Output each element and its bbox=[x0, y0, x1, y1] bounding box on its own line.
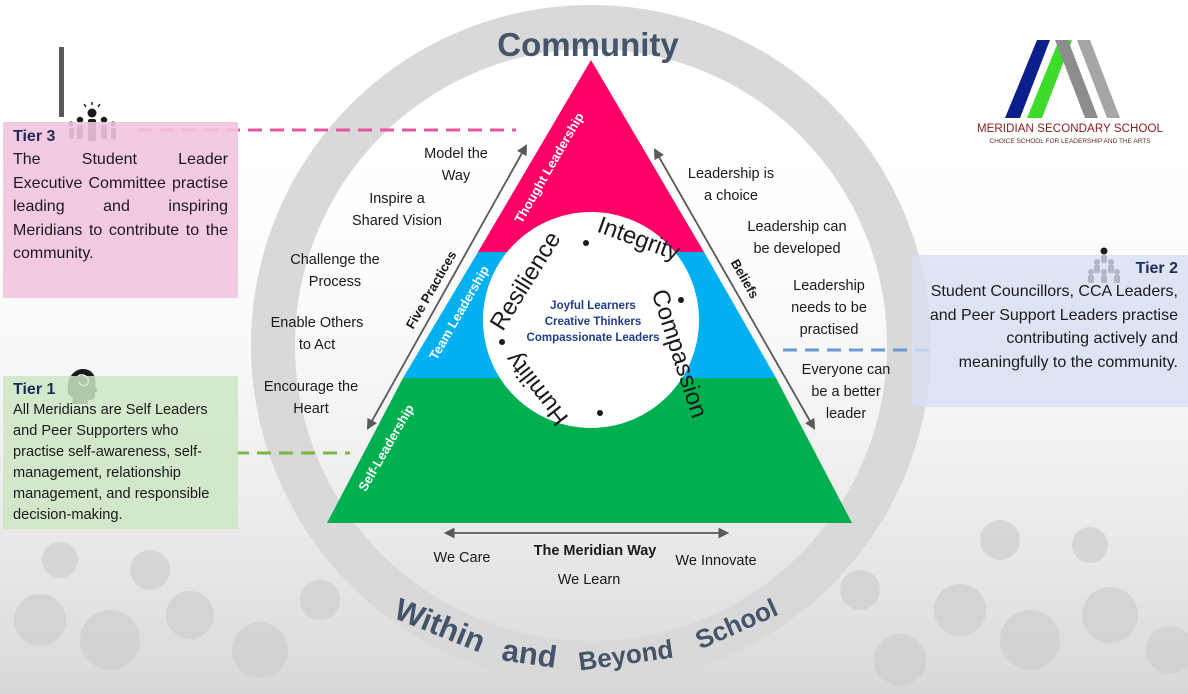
meridian-way-care: We Care bbox=[434, 550, 491, 566]
belief-1-line-1: Leadership is bbox=[688, 166, 774, 182]
tier2-description: Student Councillors, CCA Leaders, and Pe… bbox=[929, 283, 1178, 371]
meridian-way-learn: We Learn bbox=[558, 572, 621, 588]
ring-bottom-and: and bbox=[500, 632, 559, 674]
separator-dot bbox=[583, 240, 589, 246]
practice-1-line-1: Model the bbox=[424, 146, 488, 162]
practice-2-line-2: Shared Vision bbox=[352, 213, 442, 229]
tier2-title: Tier 2 bbox=[1135, 260, 1178, 277]
belief-3-line-1: Leadership bbox=[793, 278, 865, 294]
tier3-bar bbox=[59, 47, 64, 117]
belief-4-line-3: leader bbox=[826, 406, 866, 422]
separator-dot bbox=[597, 410, 603, 416]
separator-dot bbox=[678, 297, 684, 303]
practice-1-line-2: Way bbox=[442, 168, 471, 184]
beliefs-label: Beliefs bbox=[728, 257, 762, 301]
belief-4-line-1: Everyone can bbox=[802, 362, 891, 378]
practice-4-line-1: Enable Others bbox=[271, 315, 364, 331]
tier1-description: All Meridians are Self Leaders and Peer … bbox=[13, 402, 210, 523]
ring-title-community: Community bbox=[497, 26, 679, 63]
practice-3-line-2: Process bbox=[309, 274, 361, 290]
core-inner-circle bbox=[521, 250, 661, 390]
practice-2-line-1: Inspire a bbox=[369, 191, 426, 207]
tier1-title: Tier 1 bbox=[13, 381, 56, 398]
community-ring bbox=[251, 5, 931, 685]
belief-2-line-2: be developed bbox=[753, 241, 840, 257]
tier-thought-leadership bbox=[478, 60, 704, 252]
tier3-description: The Student Leader Executive Committee p… bbox=[13, 151, 228, 262]
center-line-creative: Creative Thinkers bbox=[545, 316, 642, 328]
tier1-box: Tier 1 All Meridians are Self Leaders an… bbox=[3, 376, 238, 529]
meridian-way-title: The Meridian Way bbox=[534, 543, 657, 559]
practice-5-line-2: Heart bbox=[293, 401, 328, 417]
meridian-way-innovate: We Innovate bbox=[675, 553, 756, 569]
center-line-compassionate: Compassionate Leaders bbox=[527, 332, 660, 344]
belief-4-line-2: be a better bbox=[811, 384, 880, 400]
school-name: MERIDIAN SECONDARY SCHOOL bbox=[976, 123, 1164, 135]
belief-2-line-1: Leadership can bbox=[747, 219, 846, 235]
school-logo-icon bbox=[1005, 40, 1120, 118]
center-line-joyful: Joyful Learners bbox=[550, 300, 636, 312]
tier2-box: Tier 2 Student Councillors, CCA Leaders,… bbox=[912, 255, 1188, 407]
belief-3-line-2: needs to be bbox=[791, 300, 867, 316]
beliefs-arrow bbox=[653, 148, 816, 430]
practice-4-line-2: to Act bbox=[299, 337, 335, 353]
belief-1-line-2: a choice bbox=[704, 188, 758, 204]
tier3-title: Tier 3 bbox=[13, 128, 56, 145]
practice-3-line-1: Challenge the bbox=[290, 252, 380, 268]
tier3-box: Tier 3 The Student Leader Executive Comm… bbox=[3, 122, 238, 298]
school-tagline: CHOICE SCHOOL FOR LEADERSHIP AND THE ART… bbox=[989, 138, 1151, 145]
practice-5-line-1: Encourage the bbox=[264, 379, 358, 395]
five-practices-arrow bbox=[366, 144, 528, 430]
separator-dot bbox=[499, 339, 505, 345]
belief-3-line-3: practised bbox=[800, 322, 859, 338]
